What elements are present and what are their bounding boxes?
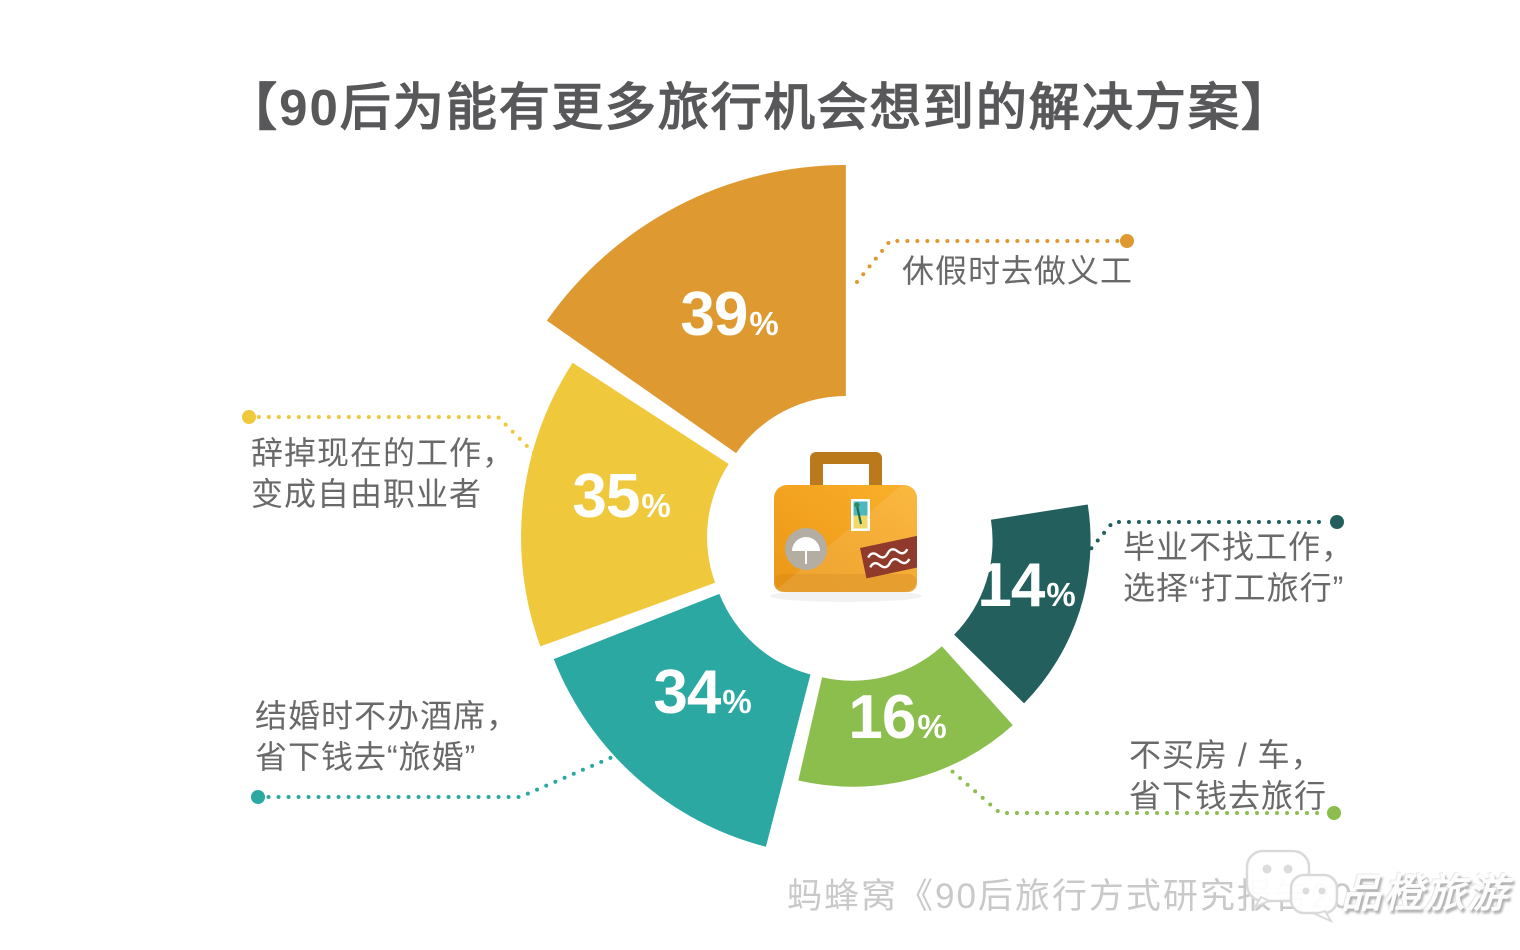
dotted-connector-travel_wedding — [264, 744, 640, 799]
palm-sticker — [851, 499, 870, 531]
callout-travel-wedding: 结婚时不办酒席， 省下钱去“旅婚” — [255, 696, 519, 778]
pie-slices-layer — [521, 165, 1091, 847]
connector-dot-volunteer — [1120, 234, 1134, 248]
percent-label-no_house_car: 16% — [848, 683, 946, 752]
callout-no-house-car: 不买房 / 车， 省下钱去旅行 — [1129, 735, 1327, 817]
callout-working-travel: 毕业不找工作， 选择“打工旅行” — [1123, 527, 1354, 609]
pie-slice-no_house_car — [798, 646, 1013, 787]
percent-label-travel_wedding: 34% — [653, 658, 751, 727]
callout-line: 结婚时不办酒席， — [255, 698, 520, 734]
callout-line: 毕业不找工作， — [1123, 529, 1355, 565]
percent-label-quit_job: 35% — [572, 462, 670, 531]
percent-label-volunteer: 39% — [680, 280, 778, 349]
pie-slice-travel_wedding — [553, 593, 811, 847]
callout-line: 省下钱去旅行 — [1129, 778, 1328, 814]
callout-line: 不买房 / 车， — [1129, 737, 1324, 773]
callout-connectors-layer — [242, 234, 1344, 820]
callout-line: 选择“打工旅行” — [1123, 570, 1345, 606]
dotted-connector-quit_job — [256, 415, 543, 462]
suitcase-shadow — [770, 590, 922, 602]
wechat-bubbles-icon — [1245, 849, 1339, 924]
pie-slice-quit_job — [521, 362, 729, 647]
watermark: 品橙旅游 — [1243, 845, 1507, 937]
connector-dot-working_travel — [1330, 515, 1344, 529]
callout-line: 休假时去做义工 — [902, 253, 1134, 289]
pie-slice-volunteer — [546, 165, 846, 454]
callout-volunteer: 休假时去做义工 — [902, 251, 1133, 292]
watermark-text: 品橙旅游 — [1341, 872, 1509, 916]
page-title: 【90后为能有更多旅行机会想到的解决方案】 — [226, 79, 1294, 136]
dotted-connector-no_house_car — [943, 763, 1327, 815]
percent-label-working_travel: 14% — [977, 551, 1075, 620]
suitcase-icon — [770, 452, 922, 602]
connector-dot-travel_wedding — [251, 790, 265, 804]
stamp-sticker — [860, 535, 917, 579]
callout-line: 辞掉现在的工作， — [251, 435, 516, 471]
pie-slice-working_travel — [954, 504, 1091, 704]
callout-quit-job: 辞掉现在的工作， 变成自由职业者 — [251, 433, 515, 515]
connector-dot-quit_job — [242, 410, 256, 424]
umbrella-sticker — [785, 528, 827, 570]
suitcase-bottom-band — [774, 574, 917, 592]
connector-dot-no_house_car — [1327, 806, 1341, 820]
callout-line: 省下钱去“旅婚” — [255, 739, 477, 775]
callout-line: 变成自由职业者 — [251, 476, 483, 512]
